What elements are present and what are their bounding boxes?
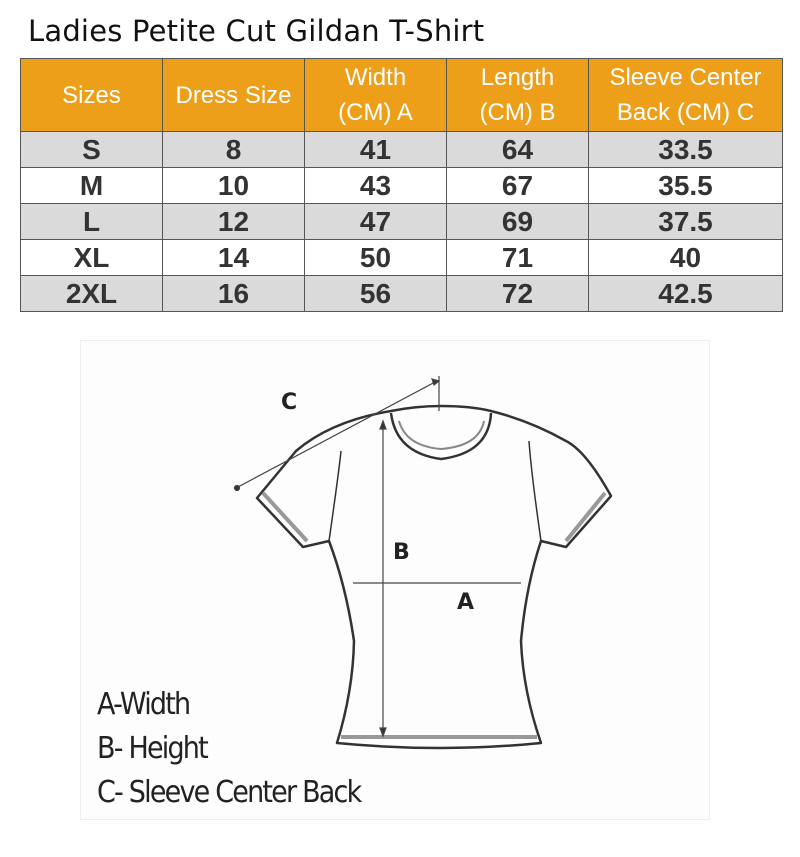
table-cell: 2XL — [20, 275, 163, 312]
measure-c-line — [235, 380, 438, 489]
tshirt-illustration: C B A — [233, 376, 613, 750]
label-c: C — [281, 390, 297, 415]
table-cell: 16 — [162, 275, 305, 312]
table-cell: 71 — [446, 239, 589, 276]
table-row: L 12 47 69 37.5 — [20, 203, 783, 240]
table-cell: 67 — [446, 167, 589, 204]
table-cell: M — [20, 167, 163, 204]
legend-height: B- Height — [97, 731, 209, 766]
header-width: Width (CM) A — [304, 58, 447, 132]
size-chart-table: Sizes Dress Size Width (CM) A Length (CM) … — [20, 58, 783, 312]
shirt-outline — [255, 404, 613, 750]
table-cell: 8 — [162, 131, 305, 168]
table-cell: 37.5 — [588, 203, 783, 240]
table-cell: 72 — [446, 275, 589, 312]
table-row: XL 14 50 71 40 — [20, 239, 783, 276]
header-dress-size: Dress Size — [162, 58, 305, 132]
table-cell: 10 — [162, 167, 305, 204]
table-cell: 14 — [162, 239, 305, 276]
table-row: 2XL 16 56 72 42.5 — [20, 275, 783, 312]
legend-sleeve: C- Sleeve Center Back — [97, 775, 362, 810]
page-title: Ladies Petite Cut Gildan T-Shirt — [28, 14, 485, 48]
table-row: S 8 41 64 33.5 — [20, 131, 783, 168]
table-cell: 42.5 — [588, 275, 783, 312]
table-cell: 64 — [446, 131, 589, 168]
legend-width: A-Width — [97, 687, 191, 722]
label-b: B — [393, 540, 410, 565]
header-row: Sizes Dress Size Width (CM) A Length (CM) … — [20, 58, 783, 132]
table-cell: 56 — [304, 275, 447, 312]
table-cell: 12 — [162, 203, 305, 240]
table-cell: 33.5 — [588, 131, 783, 168]
table-cell: 35.5 — [588, 167, 783, 204]
table-cell: 40 — [588, 239, 783, 276]
header-length: Length (CM) B — [446, 58, 589, 132]
table-cell: 50 — [304, 239, 447, 276]
table-row: M 10 43 67 35.5 — [20, 167, 783, 204]
table-cell: XL — [20, 239, 163, 276]
header-sizes: Sizes — [20, 58, 163, 132]
tshirt-diagram: C B A A-Width B- Height C- Sleeve Center… — [80, 340, 710, 820]
header-sleeve: Sleeve Center Back (CM) C — [588, 58, 783, 132]
table-cell: 47 — [304, 203, 447, 240]
table-cell: 41 — [304, 131, 447, 168]
table-cell: S — [20, 131, 163, 168]
table-cell: L — [20, 203, 163, 240]
table-cell: 43 — [304, 167, 447, 204]
label-a: A — [457, 590, 474, 615]
neckline — [389, 412, 493, 461]
table-cell: 69 — [446, 203, 589, 240]
